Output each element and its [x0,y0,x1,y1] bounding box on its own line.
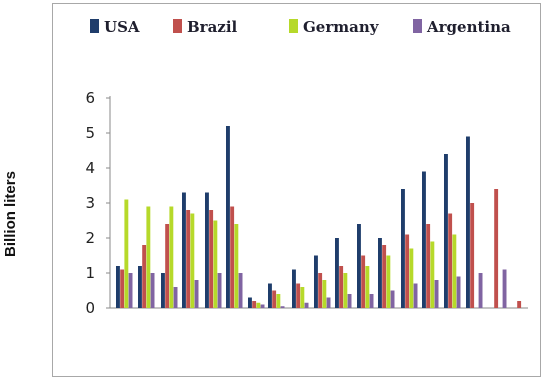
bars [116,126,522,308]
bar-argentina [217,273,222,308]
bar-argentina [326,297,331,308]
legend-label-brazil: Brazil [187,18,238,36]
bar-germany [300,287,305,308]
bar-argentina [390,290,395,308]
bar-brazil [448,213,453,308]
legend-label-argentina: Argentina [426,18,511,36]
bar-brazil [165,224,170,308]
bar-usa [248,297,252,308]
bar-usa [205,192,209,308]
bar-germany [146,206,151,308]
bar-argentina [128,273,133,308]
y-tick-label: 2 [85,229,95,247]
bar-usa [444,154,448,308]
bar-argentina [173,287,178,308]
bar-argentina [347,294,352,308]
bar-usa [422,171,426,308]
bar-argentina [280,306,285,308]
bar-germany [124,199,129,308]
bar-argentina [150,273,155,308]
bar-germany [234,224,239,308]
bar-usa [357,224,361,308]
bar-germany [276,294,281,308]
bar-brazil [405,234,410,308]
legend-swatch-usa [90,19,99,33]
bar-argentina [238,273,243,308]
chart-frame [52,3,541,377]
bar-argentina [413,283,418,308]
legend-swatch-brazil [173,19,182,33]
y-tick-label: 6 [85,89,95,107]
y-tick-label: 4 [85,159,95,177]
bar-germany [452,234,457,308]
bar-brazil [494,189,499,308]
bar-argentina [434,280,439,308]
bar-usa [116,266,120,308]
bar-usa [138,266,142,308]
legend-label-germany: Germany [303,18,380,36]
bar-germany [322,280,327,308]
bar-brazil [296,283,301,308]
bar-brazil [517,301,522,308]
bar-germany [213,220,218,308]
bar-argentina [304,302,309,308]
bar-usa [182,192,186,308]
bar-brazil [318,273,323,308]
bar-brazil [470,203,475,308]
bar-brazil [120,269,125,308]
y-tick-label: 0 [85,299,95,317]
bar-argentina [456,276,461,308]
bar-argentina [194,280,199,308]
bar-germany [409,248,414,308]
y-tick-label: 3 [85,194,95,212]
bar-usa [466,136,470,308]
y-tick-label: 1 [85,264,95,282]
bar-germany [256,302,261,308]
bar-germany [365,266,370,308]
bar-brazil [382,245,387,308]
legend-label-usa: USA [104,18,140,36]
bar-brazil [272,290,277,308]
bar-germany [343,273,348,308]
y-tick-label: 5 [85,124,95,142]
bar-usa [378,238,382,308]
bar-brazil [230,206,235,308]
legend: USA Brazil Germany Argentina [90,18,511,36]
bar-usa [401,189,405,308]
bar-brazil [186,210,191,308]
bar-germany [169,206,174,308]
bar-germany [430,241,435,308]
bar-brazil [339,266,344,308]
bar-argentina [478,273,483,308]
bar-germany [386,255,391,308]
bar-usa [268,283,272,308]
bar-brazil [209,210,214,308]
bar-argentina [369,294,374,308]
bar-brazil [252,301,257,308]
bar-brazil [426,224,431,308]
bar-usa [292,269,296,308]
bar-brazil [361,255,366,308]
bar-usa [314,255,318,308]
bar-usa [226,126,230,308]
bar-argentina [260,304,265,308]
bar-usa [161,273,165,308]
legend-swatch-germany [289,19,298,33]
bar-argentina [502,269,507,308]
bar-brazil [142,245,147,308]
bar-usa [335,238,339,308]
legend-swatch-argentina [413,19,422,33]
bar-germany [190,213,195,308]
